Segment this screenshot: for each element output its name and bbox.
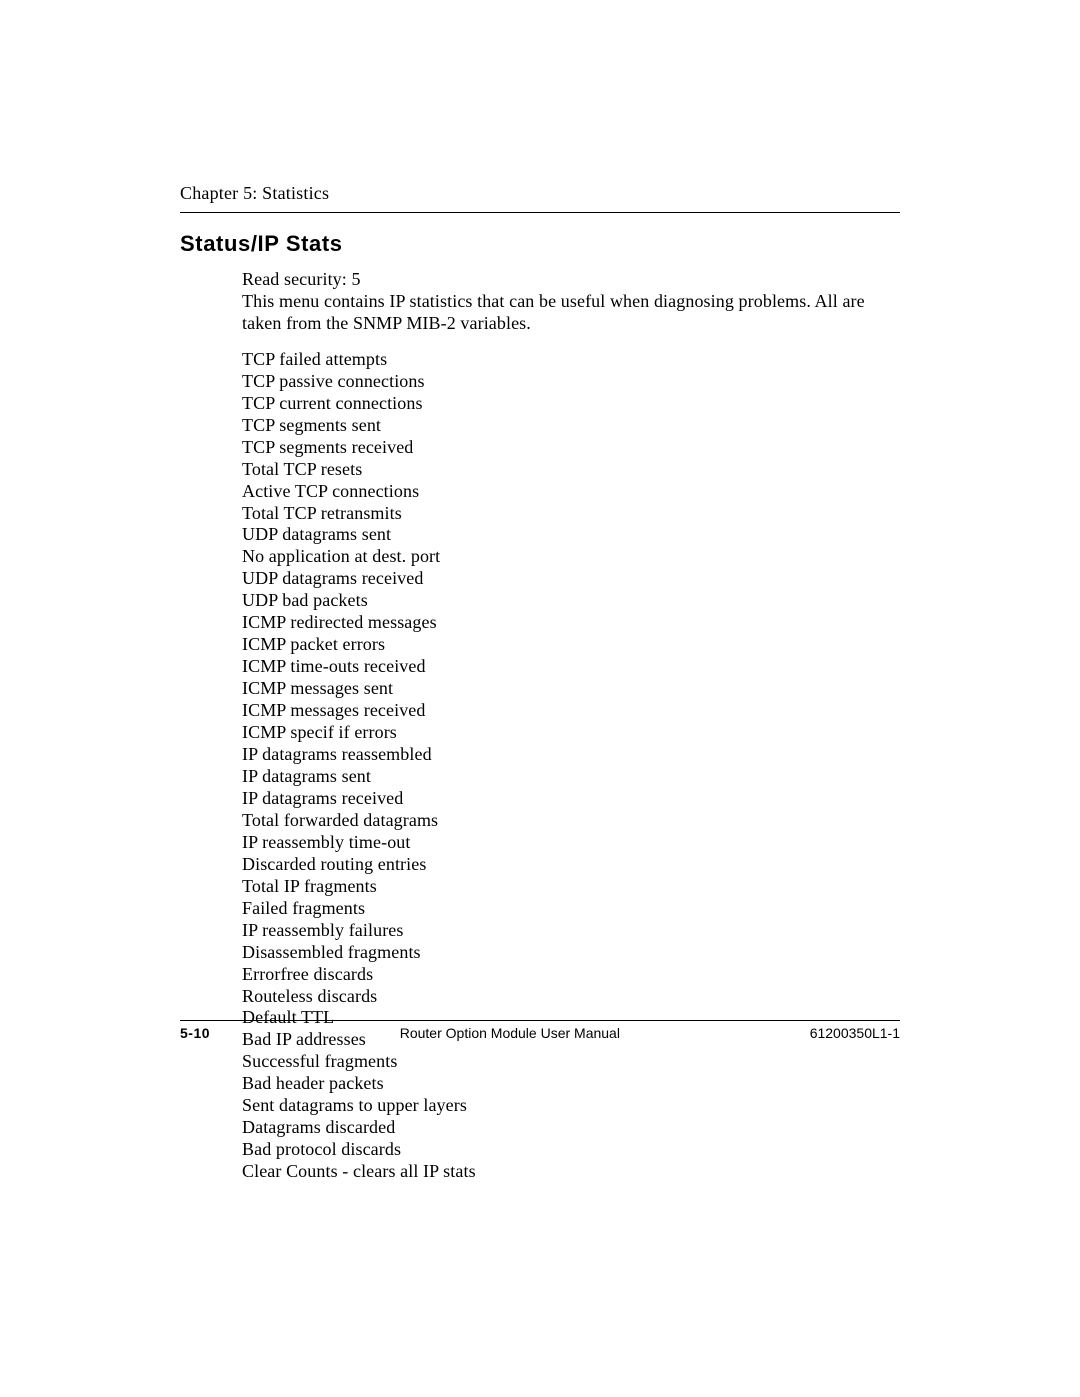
stat-item: Bad header packets [242,1073,900,1095]
stat-item: Sent datagrams to upper layers [242,1095,900,1117]
page: Chapter 5: Statistics Status/IP Stats Re… [0,0,1080,1397]
stat-item: Total forwarded datagrams [242,810,900,832]
stat-item: ICMP messages received [242,700,900,722]
stat-item: Total TCP retransmits [242,503,900,525]
stat-item: TCP current connections [242,393,900,415]
page-footer: 5-10 Router Option Module User Manual 61… [180,1020,900,1041]
stat-item: TCP segments sent [242,415,900,437]
stat-item: UDP bad packets [242,590,900,612]
stat-item: No application at dest. port [242,546,900,568]
stat-item: TCP segments received [242,437,900,459]
stat-item: IP reassembly failures [242,920,900,942]
chapter-header: Chapter 5: Statistics [180,183,900,204]
footer-doc-number: 61200350L1-1 [810,1025,900,1041]
stat-item: ICMP time-outs received [242,656,900,678]
header-rule [180,212,900,213]
stat-item: Clear Counts - clears all IP stats [242,1161,900,1183]
stat-item: Errorfree discards [242,964,900,986]
stat-item: IP reassembly time-out [242,832,900,854]
intro-description: This menu contains IP statistics that ca… [242,291,900,335]
stat-item: ICMP packet errors [242,634,900,656]
stat-item: IP datagrams received [242,788,900,810]
stat-item: Bad protocol discards [242,1139,900,1161]
stat-item: Routeless discards [242,986,900,1008]
stat-item: Failed fragments [242,898,900,920]
stat-item: IP datagrams reassembled [242,744,900,766]
stat-item: IP datagrams sent [242,766,900,788]
footer-manual-title: Router Option Module User Manual [210,1025,810,1041]
read-security-line: Read security: 5 [242,269,900,291]
stat-item: Total TCP resets [242,459,900,481]
intro-block: Read security: 5 This menu contains IP s… [242,269,900,335]
stat-item: ICMP messages sent [242,678,900,700]
stat-item: Disassembled fragments [242,942,900,964]
stat-item: ICMP redirected messages [242,612,900,634]
stat-item: Active TCP connections [242,481,900,503]
section-title: Status/IP Stats [180,231,900,257]
stat-item: Discarded routing entries [242,854,900,876]
body-block: Read security: 5 This menu contains IP s… [242,269,900,1183]
stat-item: Successful fragments [242,1051,900,1073]
stats-list: TCP failed attemptsTCP passive connectio… [242,349,900,1183]
stat-item: Total IP fragments [242,876,900,898]
footer-page-number: 5-10 [180,1025,210,1041]
stat-item: UDP datagrams sent [242,524,900,546]
stat-item: ICMP specif if errors [242,722,900,744]
stat-item: TCP failed attempts [242,349,900,371]
stat-item: Datagrams discarded [242,1117,900,1139]
stat-item: UDP datagrams received [242,568,900,590]
stat-item: TCP passive connections [242,371,900,393]
